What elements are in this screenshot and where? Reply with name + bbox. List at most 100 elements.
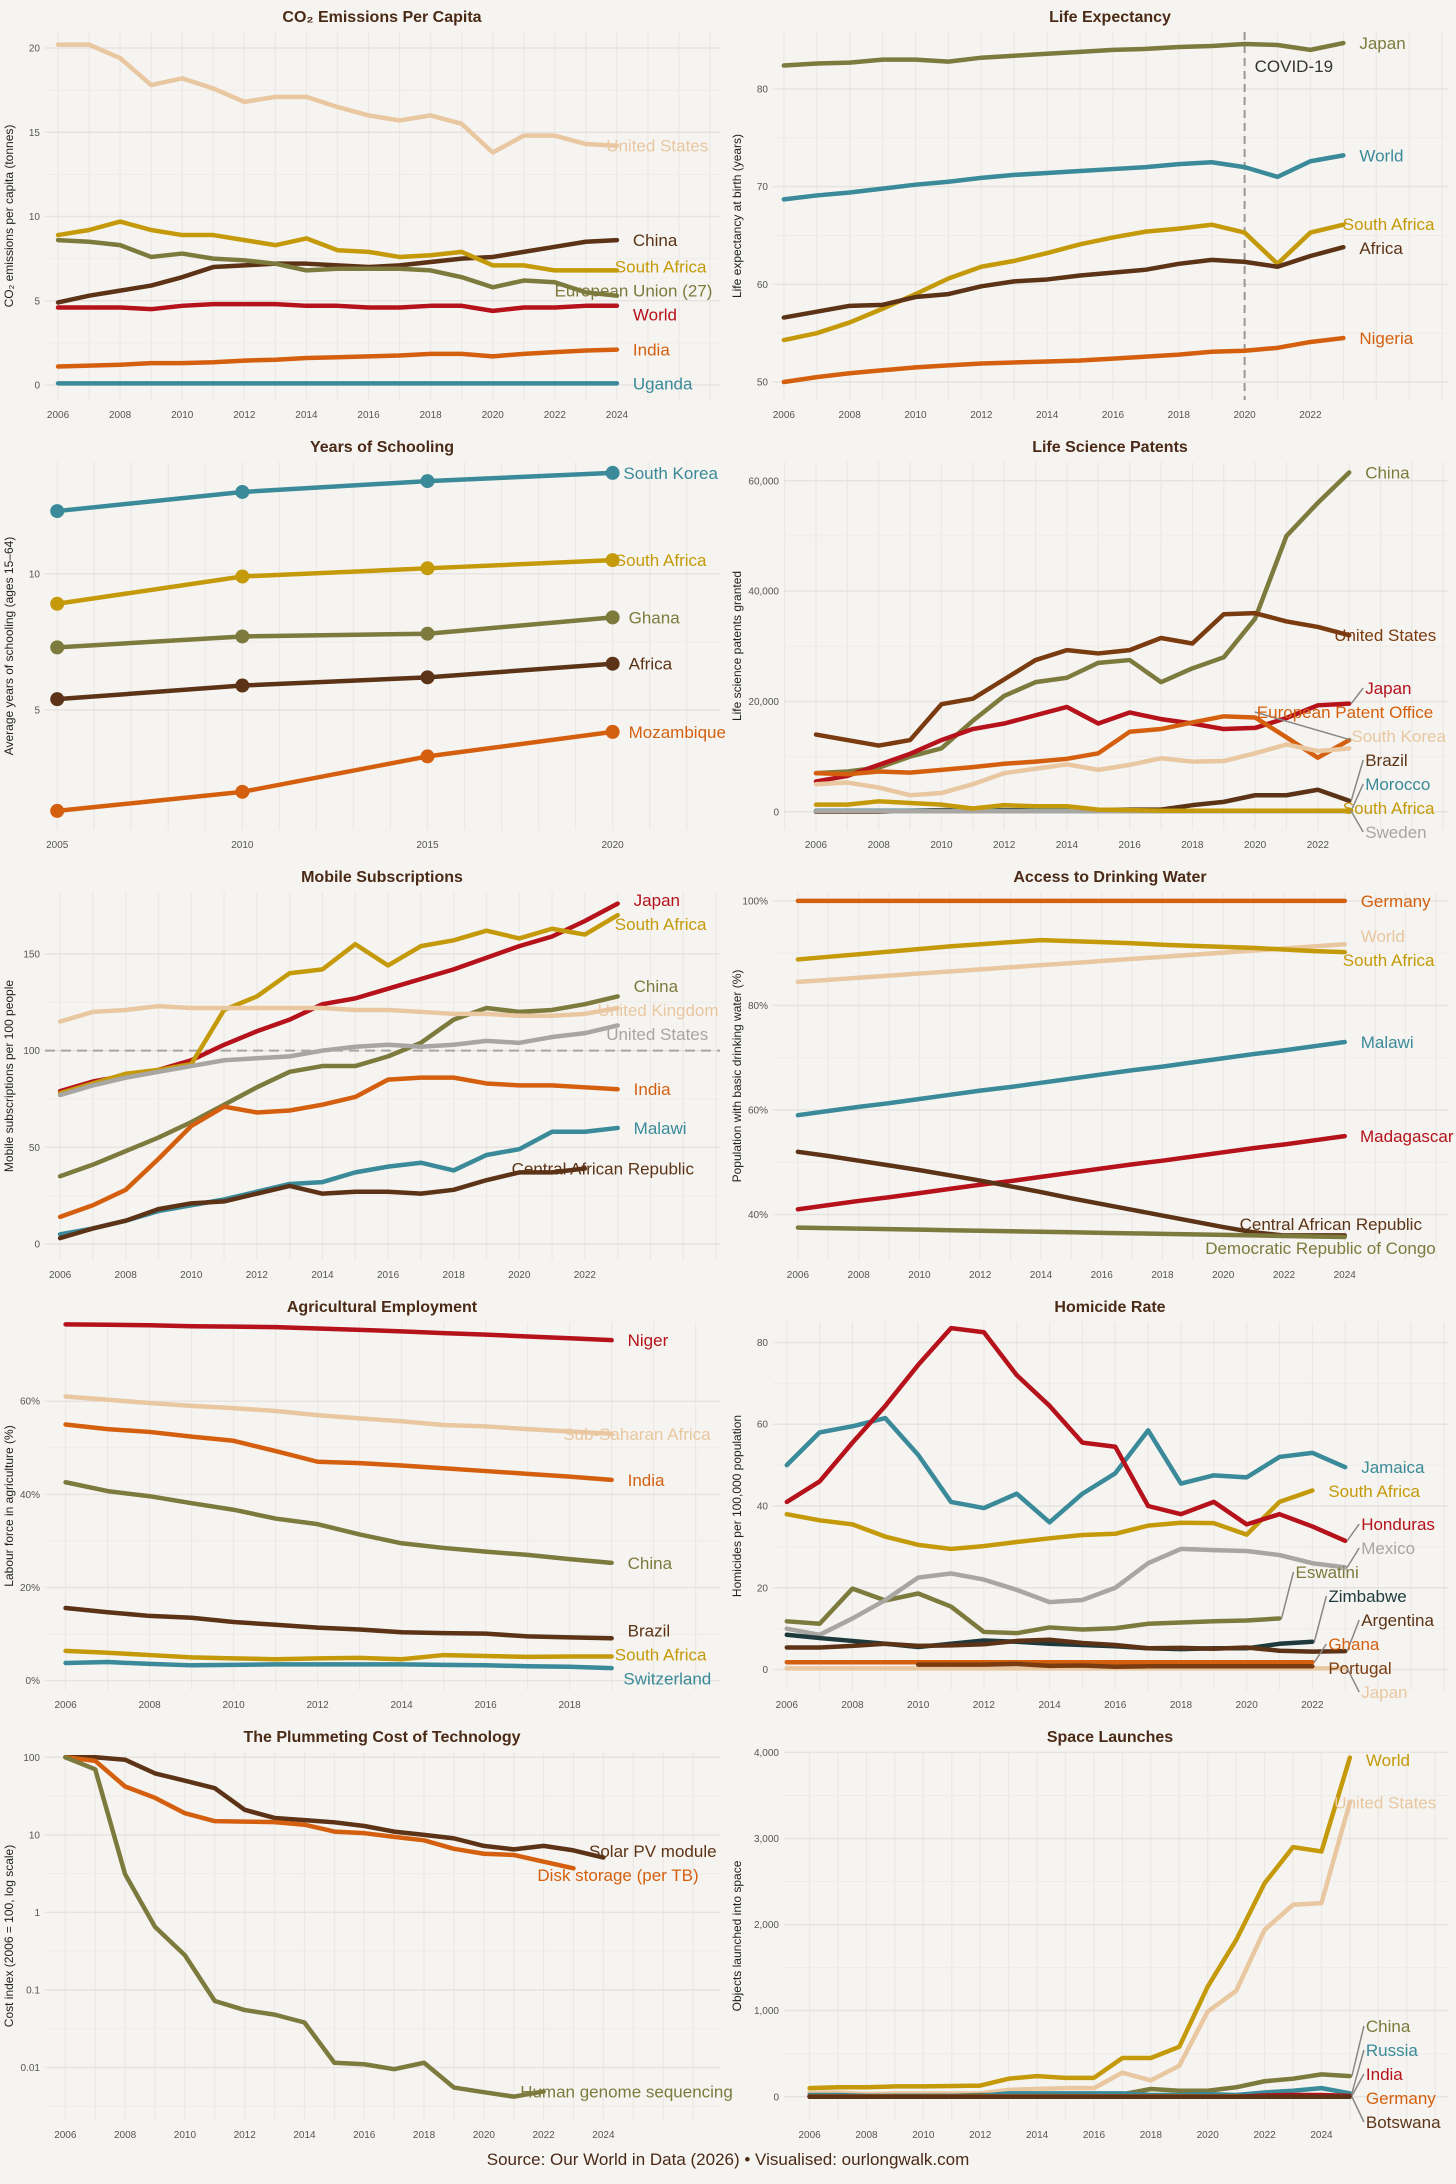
- series-line-jamaica: [784, 1415, 1348, 1525]
- x-tick-label: 2010: [930, 840, 953, 851]
- series-label-brazil: Brazil: [1365, 751, 1408, 770]
- label-leader-line: [1351, 2096, 1365, 2123]
- x-tick-label: 2018: [1151, 1270, 1174, 1281]
- series-point-africa: [50, 692, 65, 707]
- series-label-china: China: [634, 977, 679, 996]
- series-point-mozambique: [50, 803, 65, 818]
- series-line-india: [57, 1075, 620, 1220]
- series-line-world: [795, 942, 1347, 985]
- series-label-central-african-republic: Central African Republic: [512, 1160, 695, 1179]
- series-point-ghana: [605, 610, 620, 625]
- chart-life-expectancy: Life Expectancy Life expectancy at birth …: [728, 0, 1456, 430]
- series-label-world: World: [1361, 927, 1405, 946]
- chart-co-emissions-per-capita: CO₂ Emissions Per Capita CO₂ emissions pe…: [0, 0, 728, 430]
- series-line-china: [63, 1479, 614, 1566]
- x-tick-label: 2020: [482, 410, 505, 421]
- y-axis-label: Objects launched into space: [730, 1860, 744, 2011]
- y-tick-label: 1: [34, 1908, 40, 1919]
- y-tick-label: 4,000: [754, 1748, 779, 1759]
- x-tick-label: 2018: [420, 410, 443, 421]
- series-label-africa: Africa: [1359, 239, 1403, 258]
- series-label-japan: Japan: [1361, 1683, 1407, 1702]
- chart-svg: Agricultural Employment Labour force in a…: [2, 1299, 720, 1711]
- series-label-south-korea: South Korea: [1351, 727, 1446, 746]
- label-leader-line: [1346, 1547, 1360, 1568]
- y-tick-label: 3,000: [754, 1834, 779, 1845]
- x-tick-label: 2010: [908, 1270, 931, 1281]
- series-label-south-africa: South Africa: [615, 915, 707, 934]
- x-tick-label: 2022: [1299, 410, 1322, 421]
- series-line-world: [807, 1755, 1353, 2091]
- label-leader-line: [1313, 1643, 1327, 1663]
- series-point-south-korea: [235, 484, 250, 499]
- x-tick-label: 2008: [841, 1700, 864, 1711]
- series-point-mozambique: [235, 784, 250, 799]
- y-tick-label: 10: [29, 212, 41, 223]
- label-leader-line: [1346, 1619, 1360, 1652]
- series-line-argentina: [784, 1637, 1348, 1654]
- x-tick-label: 2016: [1091, 1270, 1114, 1281]
- label-leader-line: [1350, 759, 1364, 801]
- x-tick-label: 2008: [115, 1270, 138, 1281]
- y-tick-label: 20: [29, 44, 41, 55]
- gridlines: [773, 32, 1448, 400]
- y-tick-label: 80%: [748, 1001, 768, 1012]
- x-tick-label: 2020: [1197, 2130, 1220, 2141]
- y-tick-label: 50: [757, 378, 769, 389]
- label-leader-line: [1346, 1523, 1360, 1542]
- x-tick-label: 2018: [1168, 410, 1191, 421]
- chart-title: Access to Drinking Water: [1013, 869, 1206, 886]
- series-line-china: [57, 994, 620, 1179]
- x-tick-label: 2022: [533, 2130, 556, 2141]
- x-tick-label: 2016: [474, 1700, 497, 1711]
- x-tick-label: 2014: [311, 1270, 334, 1281]
- series-line-honduras: [784, 1325, 1348, 1544]
- series-line-china: [813, 470, 1352, 776]
- y-tick-label: 10: [29, 1830, 41, 1841]
- series-point-africa: [420, 670, 435, 685]
- x-tick-label: 2008: [848, 1270, 871, 1281]
- series-line-south-africa: [795, 937, 1347, 962]
- series-label-south-africa: South Africa: [1343, 215, 1435, 234]
- label-leader-line: [1351, 2049, 1365, 2094]
- series-label-south-africa: South Africa: [1343, 951, 1435, 970]
- x-tick-label: 2022: [1253, 2130, 1276, 2141]
- series-label-ghana: Ghana: [1328, 1635, 1380, 1654]
- x-tick-label: 2012: [969, 2130, 992, 2141]
- chart-svg: CO₂ Emissions Per Capita CO₂ emissions pe…: [2, 9, 720, 421]
- series-line-human-genome-sequencing: [63, 1755, 546, 2099]
- x-tick-label: 2012: [306, 1700, 329, 1711]
- x-tick-label: 2012: [233, 410, 256, 421]
- series-label-mozambique: Mozambique: [629, 723, 726, 742]
- series-label-central-african-republic: Central African Republic: [1240, 1215, 1423, 1234]
- y-tick-label: 0: [34, 1239, 40, 1250]
- y-tick-label: 40%: [748, 1210, 768, 1221]
- series-label-solar-pv-module: Solar PV module: [589, 1842, 717, 1861]
- y-tick-label: 0%: [26, 1676, 41, 1687]
- series-point-ghana: [235, 629, 250, 644]
- series-label-japan: Japan: [1359, 34, 1405, 53]
- series-line-united-states: [57, 1023, 620, 1098]
- series-label-malawi: Malawi: [1361, 1033, 1414, 1052]
- gridlines: [45, 1322, 720, 1690]
- series-line-united-states: [813, 610, 1352, 748]
- series-label-africa: Africa: [629, 655, 673, 674]
- series-label-zimbabwe: Zimbabwe: [1328, 1587, 1406, 1606]
- series-point-south-korea: [605, 465, 620, 480]
- series-label-india: India: [633, 341, 670, 360]
- x-tick-label: 2008: [138, 1700, 161, 1711]
- series-point-south-korea: [420, 474, 435, 489]
- series-line-switzerland: [63, 1659, 614, 1671]
- series-label-mexico: Mexico: [1361, 1539, 1415, 1558]
- y-tick-label: 20: [757, 1583, 769, 1594]
- series-line-united-kingdom: [57, 1003, 620, 1024]
- series-label-madagascar: Madagascar: [1360, 1127, 1454, 1146]
- series-label-world: World: [633, 306, 677, 325]
- y-tick-label: 60%: [20, 1397, 40, 1408]
- series-label-honduras: Honduras: [1361, 1515, 1435, 1534]
- series-label-south-korea: South Korea: [623, 464, 718, 483]
- series-line-central-african-republic: [795, 1149, 1347, 1238]
- chart-svg: Access to Drinking Water Population with …: [730, 869, 1454, 1281]
- x-tick-label: 2012: [970, 410, 993, 421]
- series-line-south-africa: [784, 1488, 1315, 1552]
